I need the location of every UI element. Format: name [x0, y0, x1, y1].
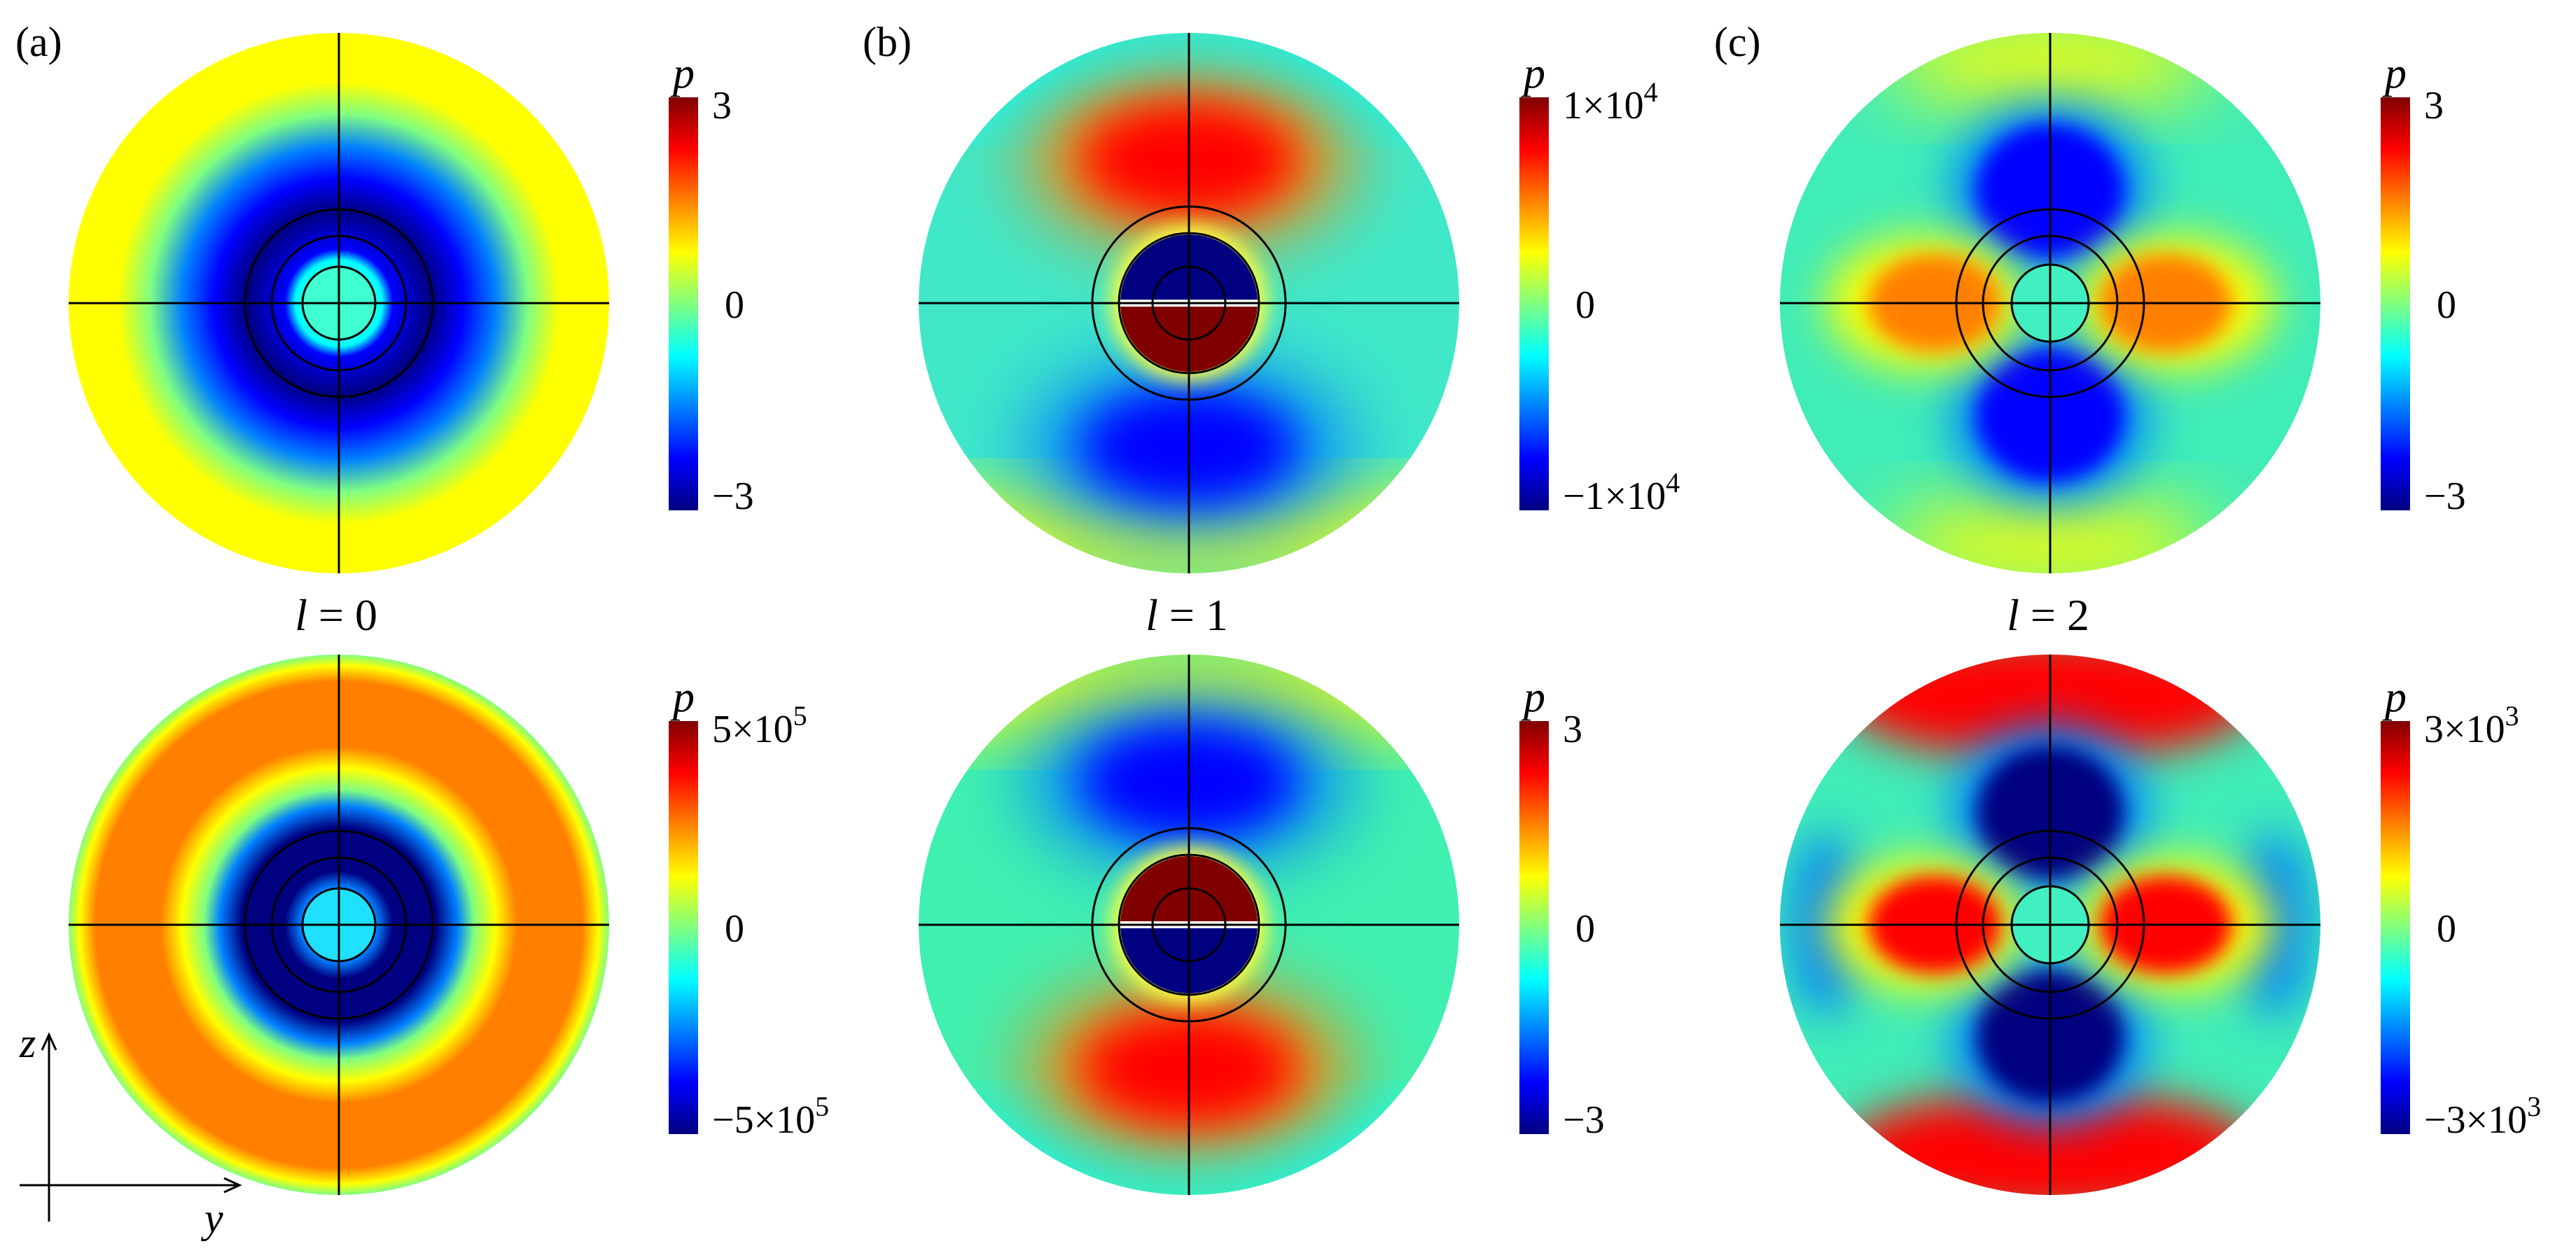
colorbar-gradient — [2381, 97, 2410, 510]
field-panel-b-bottom — [919, 655, 1459, 1195]
caption-l-1: l = 1 — [1146, 590, 1228, 640]
field-panel-c-top — [1780, 33, 2320, 573]
colorbar-b-top: p 1×104 0 −1×104 — [1519, 50, 1680, 518]
colorbar-title: p — [1521, 673, 1545, 721]
column-label-b: (b) — [863, 19, 912, 65]
colorbar-gradient — [2381, 721, 2410, 1134]
colorbar-zero-label: 0 — [1575, 284, 1595, 327]
colorbar-min-label: −3×103 — [2424, 1091, 2541, 1142]
colorbar-min-label: −3 — [712, 475, 754, 518]
colorbar-title: p — [1521, 50, 1545, 97]
caption-l-2: l = 2 — [2007, 590, 2089, 640]
colorbar-c-top: p3 0 −3 — [2381, 50, 2466, 518]
colorbar-zero-label: 0 — [2437, 284, 2456, 327]
z-axis-label: z — [19, 1020, 36, 1066]
colorbar-max-label: 3×103 — [2424, 700, 2519, 751]
colorbar-min-label: −1×104 — [1563, 467, 1680, 518]
colorbar-gradient — [669, 721, 698, 1134]
colorbar-title: p — [2382, 673, 2407, 721]
colorbar-zero-label: 0 — [2437, 907, 2456, 951]
axes-indicator — [20, 1032, 242, 1222]
colorbar-zero-label: 0 — [725, 907, 744, 951]
y-axis-label: y — [200, 1195, 223, 1241]
colorbar-max-label: 1×104 — [1563, 76, 1658, 127]
field-panel-a-bottom — [69, 655, 609, 1195]
colorbar-title: p — [670, 50, 695, 97]
colorbar-zero-label: 0 — [725, 284, 744, 327]
field-panel-a-top — [69, 33, 609, 573]
colorbar-max-label: 3 — [2424, 84, 2444, 127]
colorbar-a-top: p3 0 −3 — [669, 50, 754, 518]
colorbar-a-bottom: p 5×105 0 −5×105 — [669, 673, 829, 1142]
colorbar-min-label: −3 — [2424, 475, 2466, 518]
colorbar-max-label: 5×105 — [712, 700, 807, 751]
colorbar-gradient — [1519, 721, 1549, 1134]
colorbar-title: p — [2382, 50, 2407, 97]
column-label-a: (a) — [15, 19, 62, 65]
colorbar-zero-label: 0 — [1575, 907, 1595, 951]
colorbar-min-label: −5×105 — [712, 1091, 829, 1142]
colorbar-title: p — [670, 673, 695, 721]
colorbar-max-label: 3 — [1563, 708, 1582, 751]
colorbar-max-label: 3 — [712, 84, 732, 127]
colorbar-min-label: −3 — [1563, 1098, 1605, 1142]
caption-l-0: l = 0 — [295, 590, 377, 640]
field-panel-c-bottom — [1780, 655, 2320, 1195]
colorbar-gradient — [669, 97, 698, 510]
colorbar-c-bottom: p 3×103 0 −3×103 — [2381, 673, 2541, 1142]
column-label-c: (c) — [1714, 19, 1761, 65]
colorbar-gradient — [1519, 97, 1549, 510]
field-panel-b-top — [919, 33, 1459, 573]
colorbar-b-bottom: p3 0 −3 — [1519, 673, 1605, 1142]
